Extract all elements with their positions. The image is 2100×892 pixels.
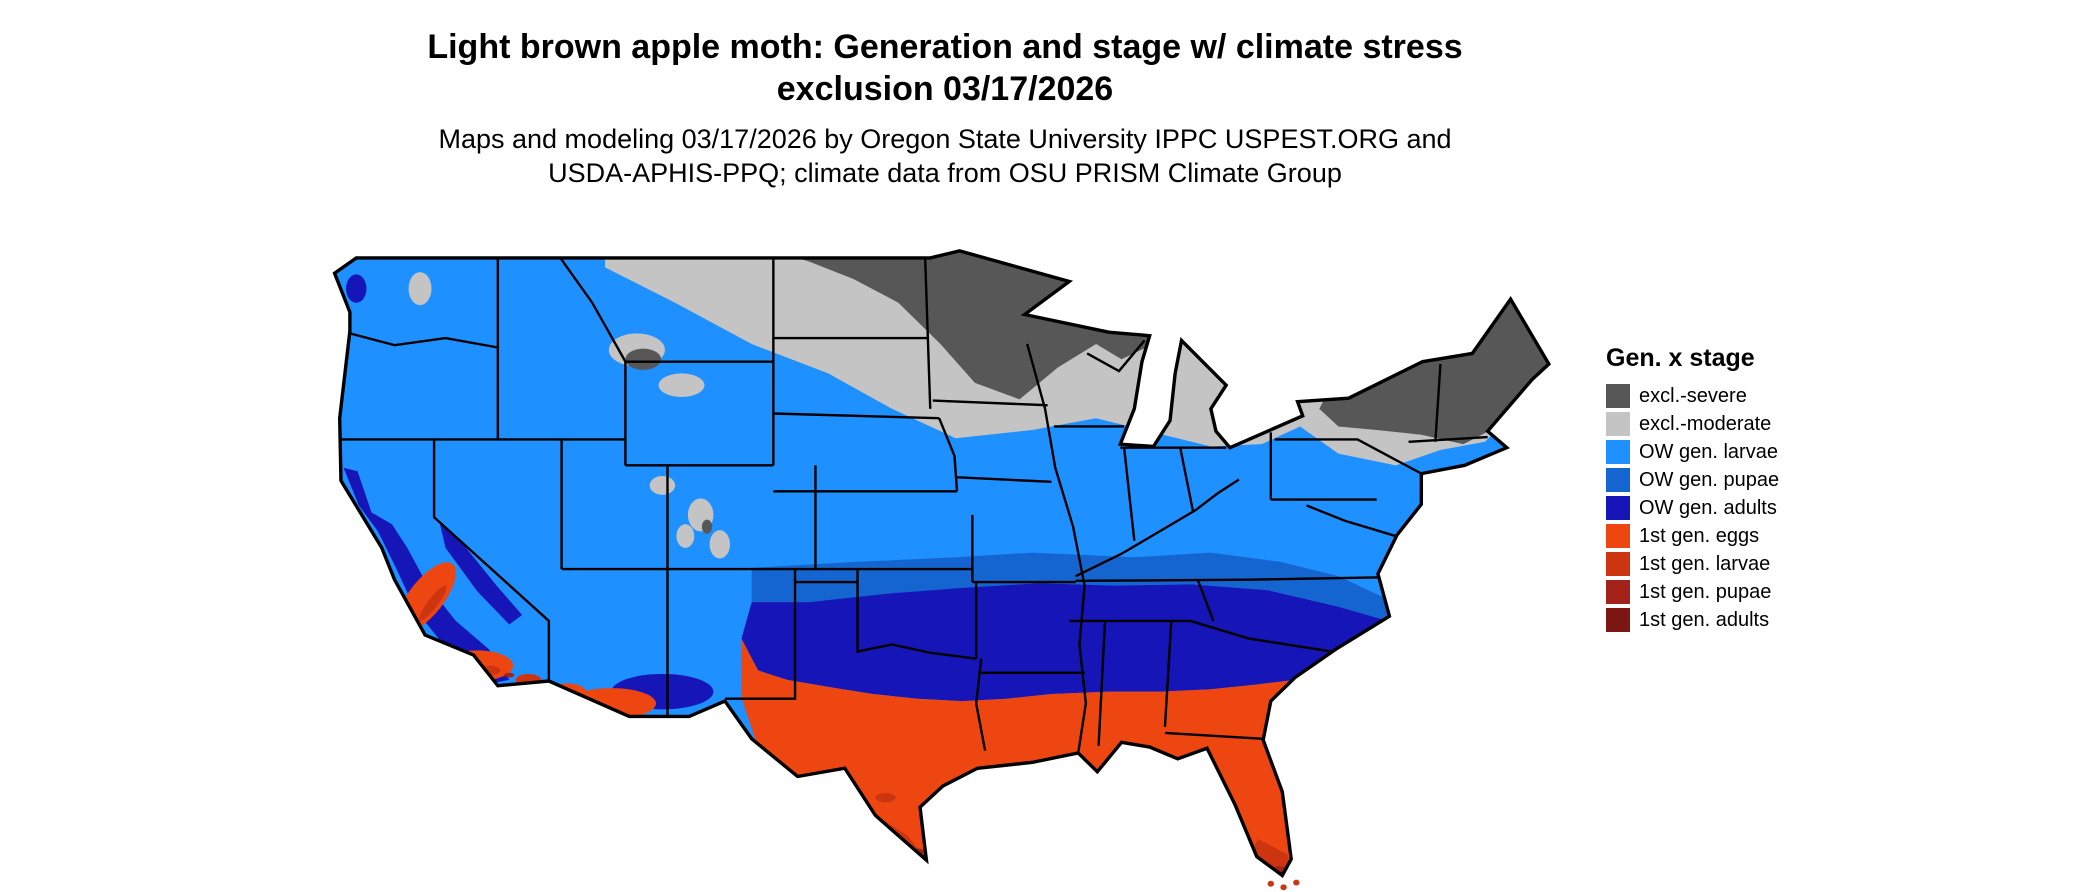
- legend-label: OW gen. pupae: [1639, 468, 1780, 491]
- legend-label: 1st gen. larvae: [1639, 552, 1771, 575]
- legend-item: excl.-moderate: [1606, 411, 1866, 437]
- legend-label: OW gen. larvae: [1639, 440, 1778, 463]
- legend-title: Gen. x stage: [1606, 344, 1755, 372]
- legend-label: 1st gen. eggs: [1639, 524, 1760, 547]
- legend-item: 1st gen. larvae: [1606, 551, 1866, 577]
- legend-label: OW gen. adults: [1639, 496, 1777, 519]
- region-first-adults: [918, 854, 1288, 876]
- legend-item: OW gen. pupae: [1606, 467, 1866, 493]
- us-outline: [335, 251, 1549, 876]
- map-subtitle: Maps and modeling 03/17/2026 by Oregon S…: [0, 122, 1890, 190]
- subtitle-line-2: USDA-APHIS-PPQ; climate data from OSU PR…: [548, 158, 1342, 188]
- legend-item: 1st gen. eggs: [1606, 523, 1866, 549]
- us-map-svg: [318, 232, 1568, 891]
- legend-swatch-ow-adults: [1606, 496, 1630, 520]
- legend-item: excl.-severe: [1606, 383, 1866, 409]
- region-excl-severe-northeast: [1319, 293, 1549, 445]
- legend-label: excl.-moderate: [1639, 412, 1772, 435]
- legend-label: excl.-severe: [1639, 384, 1747, 407]
- region-ow-adults: [343, 274, 1396, 710]
- subtitle-line-1: Maps and modeling 03/17/2026 by Oregon S…: [438, 124, 1452, 154]
- legend-swatch-first-pupae: [1606, 580, 1630, 604]
- legend-item: 1st gen. adults: [1606, 607, 1866, 633]
- legend: Gen. x stage excl.-severe excl.-moderate…: [1606, 344, 1866, 635]
- legend-swatch-ow-pupae: [1606, 468, 1630, 492]
- florida-keys-dots: [1267, 879, 1300, 891]
- legend-swatch-excl-severe: [1606, 384, 1630, 408]
- legend-item: OW gen. larvae: [1606, 439, 1866, 465]
- legend-label: 1st gen. pupae: [1639, 580, 1772, 603]
- legend-swatch-first-larvae: [1606, 552, 1630, 576]
- state-borders: [340, 258, 1488, 753]
- legend-item: OW gen. adults: [1606, 495, 1866, 521]
- legend-swatch-excl-moderate: [1606, 412, 1630, 436]
- title-line-2: exclusion 03/17/2026: [776, 70, 1114, 108]
- map-header: Light brown apple moth: Generation and s…: [0, 26, 1890, 190]
- us-climate-map: [318, 232, 1568, 892]
- legend-swatch-ow-larvae: [1606, 440, 1630, 464]
- title-line-1: Light brown apple moth: Generation and s…: [427, 28, 1463, 66]
- region-excl-severe-spots: [625, 348, 713, 534]
- legend-swatch-first-adults: [1606, 608, 1630, 632]
- map-title: Light brown apple moth: Generation and s…: [0, 26, 1890, 110]
- legend-swatch-first-eggs: [1606, 524, 1630, 548]
- legend-label: 1st gen. adults: [1639, 608, 1770, 631]
- legend-item: 1st gen. pupae: [1606, 579, 1866, 605]
